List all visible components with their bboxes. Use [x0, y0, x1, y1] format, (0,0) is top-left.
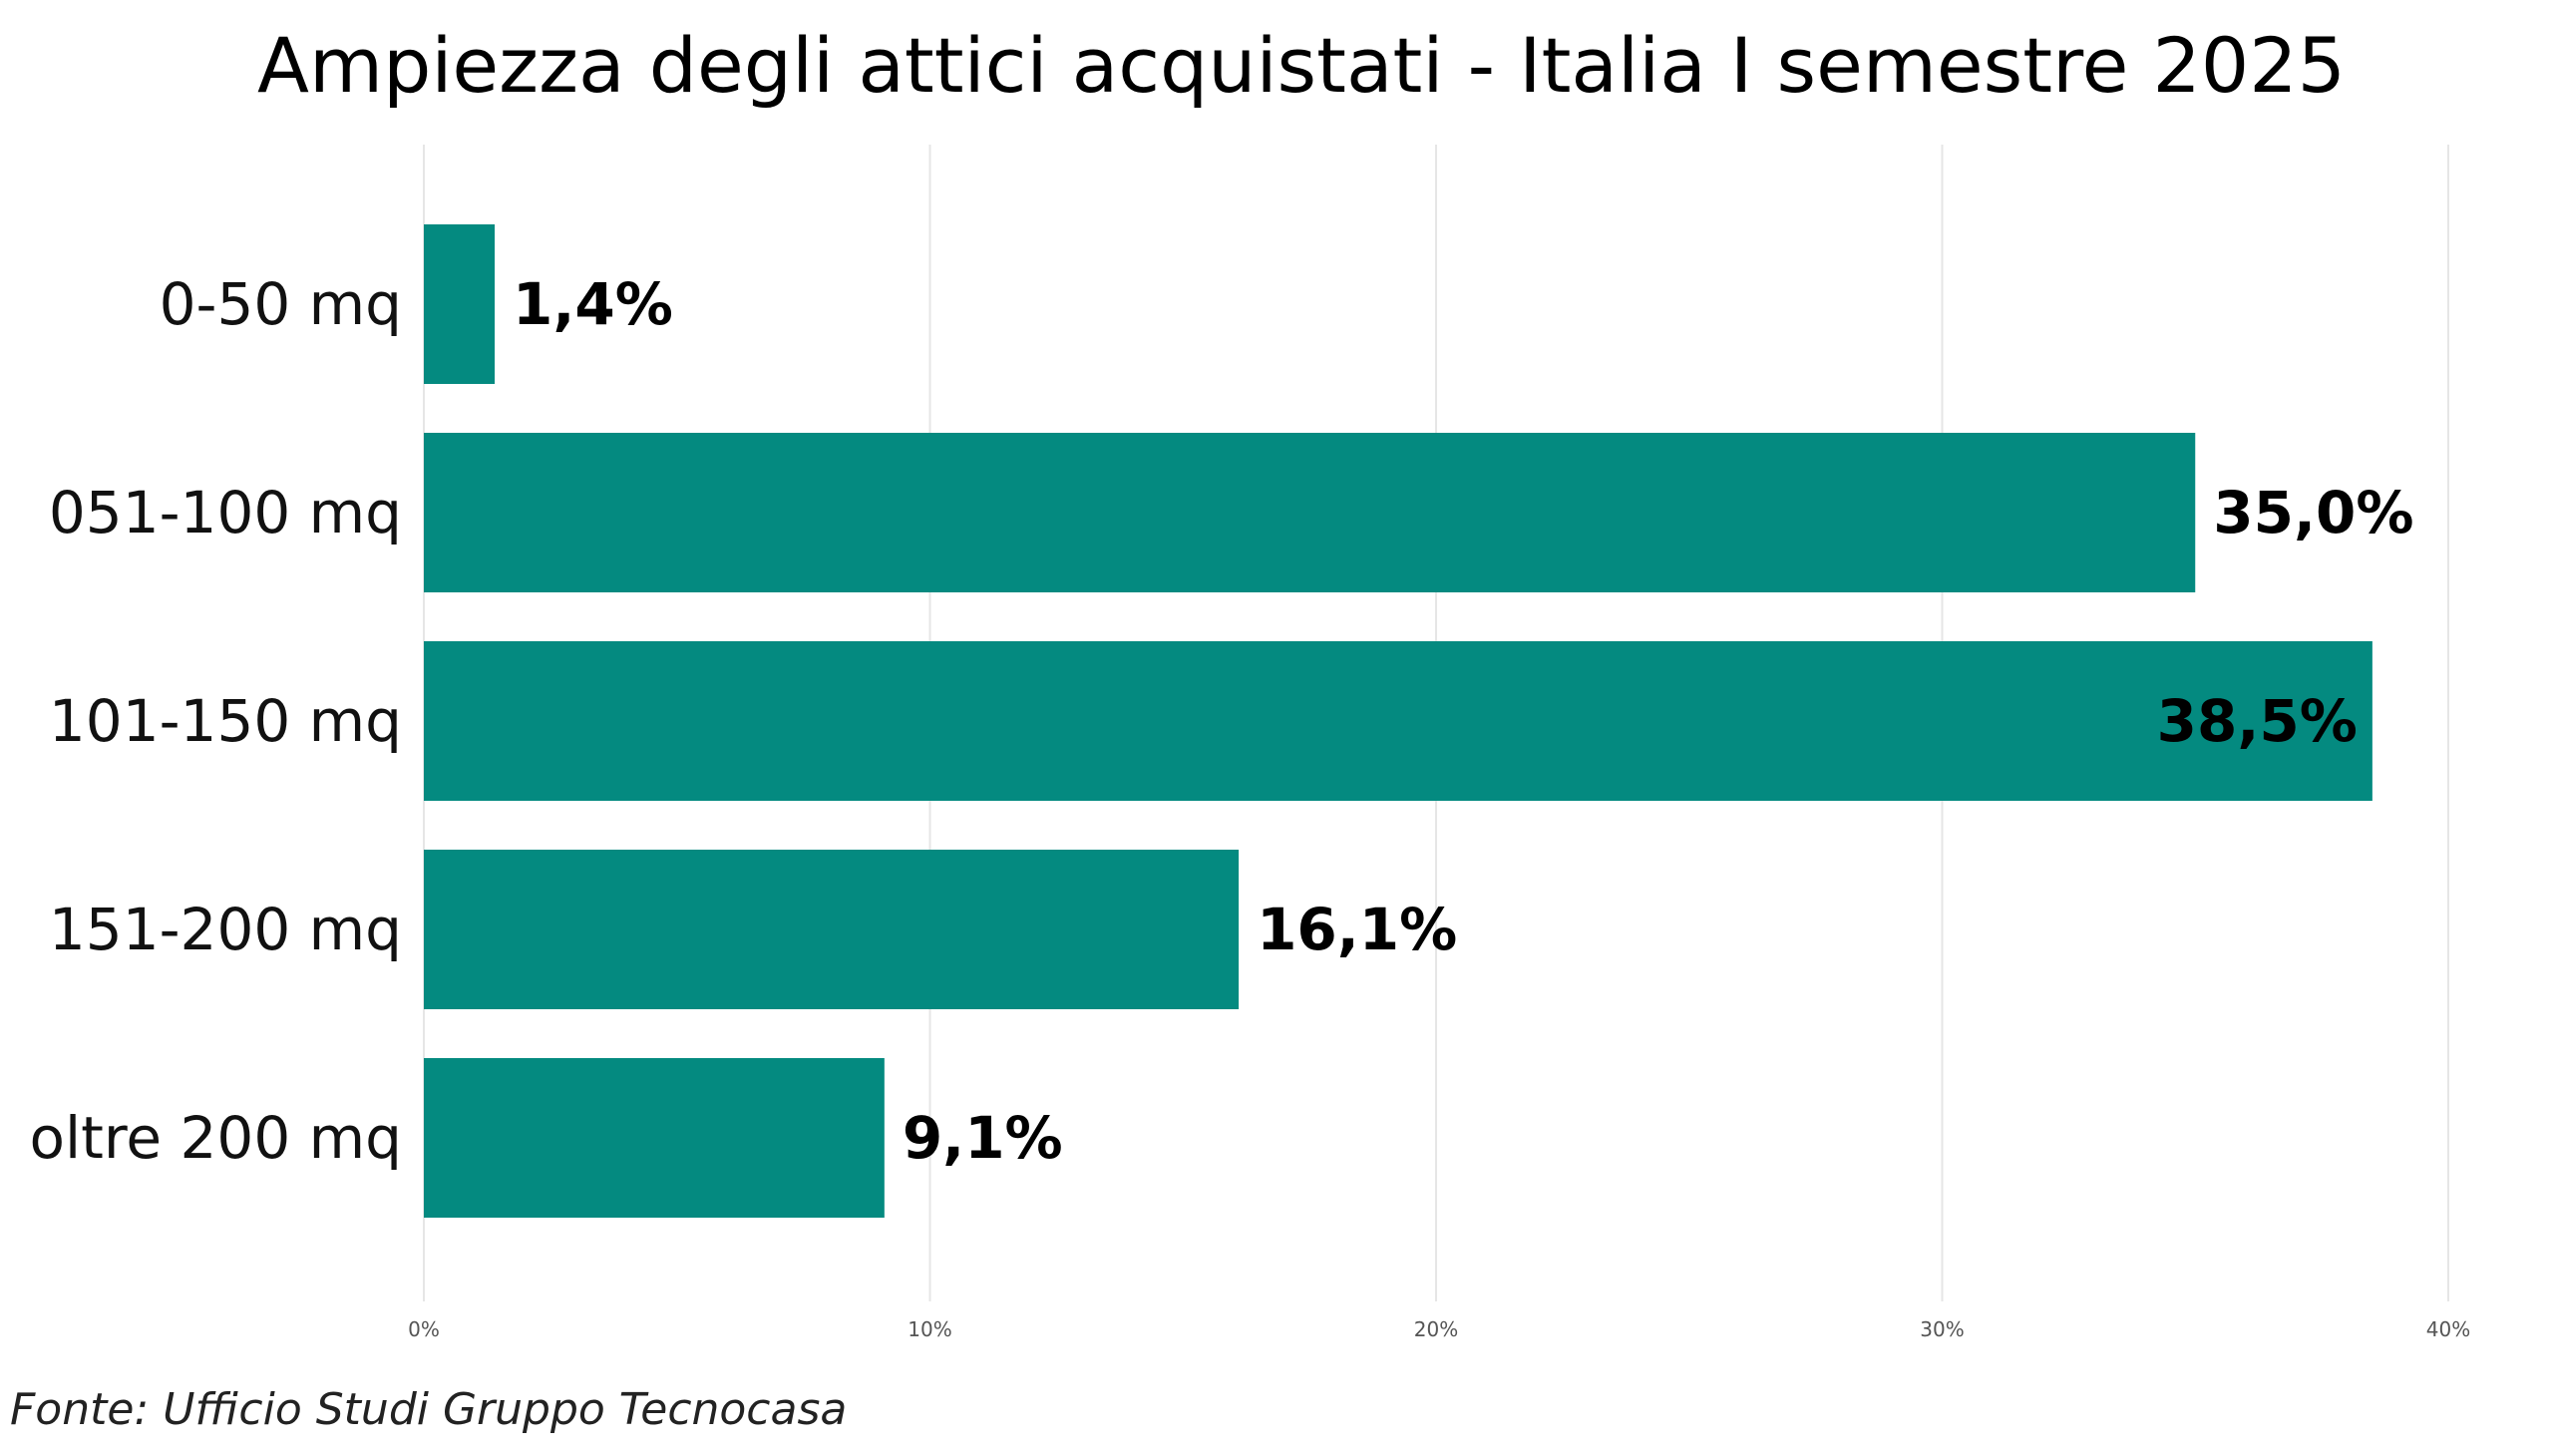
bar [424, 224, 496, 384]
x-tick-label: 30% [1920, 1317, 1964, 1341]
category-label: 0-50 mq [160, 270, 402, 338]
source-note: Fonte: Ufficio Studi Gruppo Tecnocasa [10, 1384, 847, 1435]
category-label: oltre 200 mq [30, 1104, 403, 1172]
bar [424, 641, 2372, 801]
x-tick-label: 10% [908, 1317, 951, 1341]
category-labels: 0-50 mq 051-100 mq 101-150 mq 151-200 mq olt… [30, 270, 403, 1172]
data-label: 16,1% [1257, 896, 1457, 963]
category-label: 051-100 mq [49, 479, 402, 546]
data-label: 9,1% [903, 1104, 1063, 1172]
x-tick-label: 40% [2426, 1317, 2470, 1341]
bar [424, 433, 2196, 592]
x-axis-ticks: 0% 10% 20% 30% 40% [408, 1317, 2470, 1341]
category-label: 151-200 mq [49, 896, 402, 963]
data-label: 35,0% [2213, 479, 2413, 546]
bars [424, 224, 2372, 1218]
data-labels: 1,4% 35,0% 38,5% 16,1% 9,1% [513, 270, 2413, 1172]
chart-title: Ampiezza degli attici acquistati - Itali… [257, 21, 2346, 110]
data-label: 1,4% [513, 270, 673, 338]
category-label: 101-150 mq [49, 687, 402, 755]
bar [424, 1058, 885, 1218]
x-tick-label: 20% [1414, 1317, 1458, 1341]
data-label: 38,5% [2157, 687, 2358, 755]
x-tick-label: 0% [408, 1317, 440, 1341]
bar [424, 850, 1240, 1009]
